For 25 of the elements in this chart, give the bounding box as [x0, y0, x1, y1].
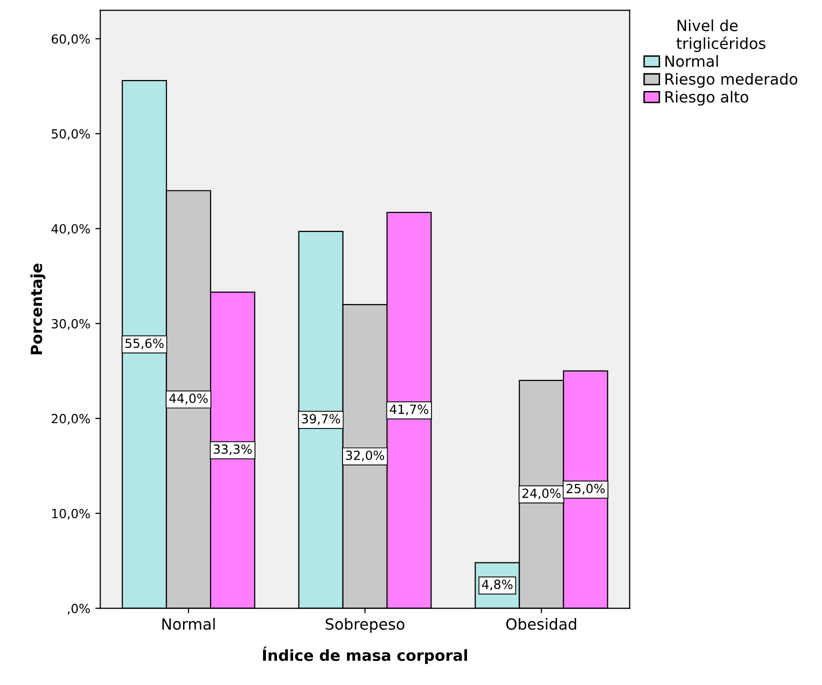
y-tick-label: 30,0% [52, 318, 90, 330]
x-tick-label: Normal [162, 618, 215, 630]
x-tick-label: Obesidad [506, 618, 576, 630]
y-tick-label: ,0% [68, 604, 90, 614]
legend-label: Normal [665, 55, 718, 67]
data-label: 24,0% [522, 488, 561, 500]
data-label: 25,0% [566, 484, 605, 495]
y-tick-label: 10,0% [52, 508, 90, 520]
y-tick-label: 60,0% [52, 34, 90, 45]
legend-label: Riesgo alto [665, 90, 748, 106]
data-label: 33,3% [214, 444, 252, 456]
y-tick-label: 50,0% [52, 129, 90, 140]
data-label: 32,0% [346, 450, 384, 462]
y-tick-label: 20,0% [52, 414, 90, 425]
y-tick-label: 40,0% [51, 224, 90, 235]
legend-label: Riesgo mederado [665, 72, 798, 88]
data-label: 44,0% [169, 394, 208, 404]
x-tick-label: Sobrepeso [326, 618, 404, 633]
legend-title: Nivel de triglicéridos [676, 19, 766, 52]
x-axis-title: Índice de masa corporal [263, 646, 468, 664]
data-label: 41,7% [390, 404, 428, 416]
y-axis-title: Porcentaje [30, 264, 46, 354]
data-label: 39,7% [302, 414, 340, 425]
data-label: 4,8% [482, 580, 512, 590]
data-label: 55,6% [126, 338, 164, 350]
